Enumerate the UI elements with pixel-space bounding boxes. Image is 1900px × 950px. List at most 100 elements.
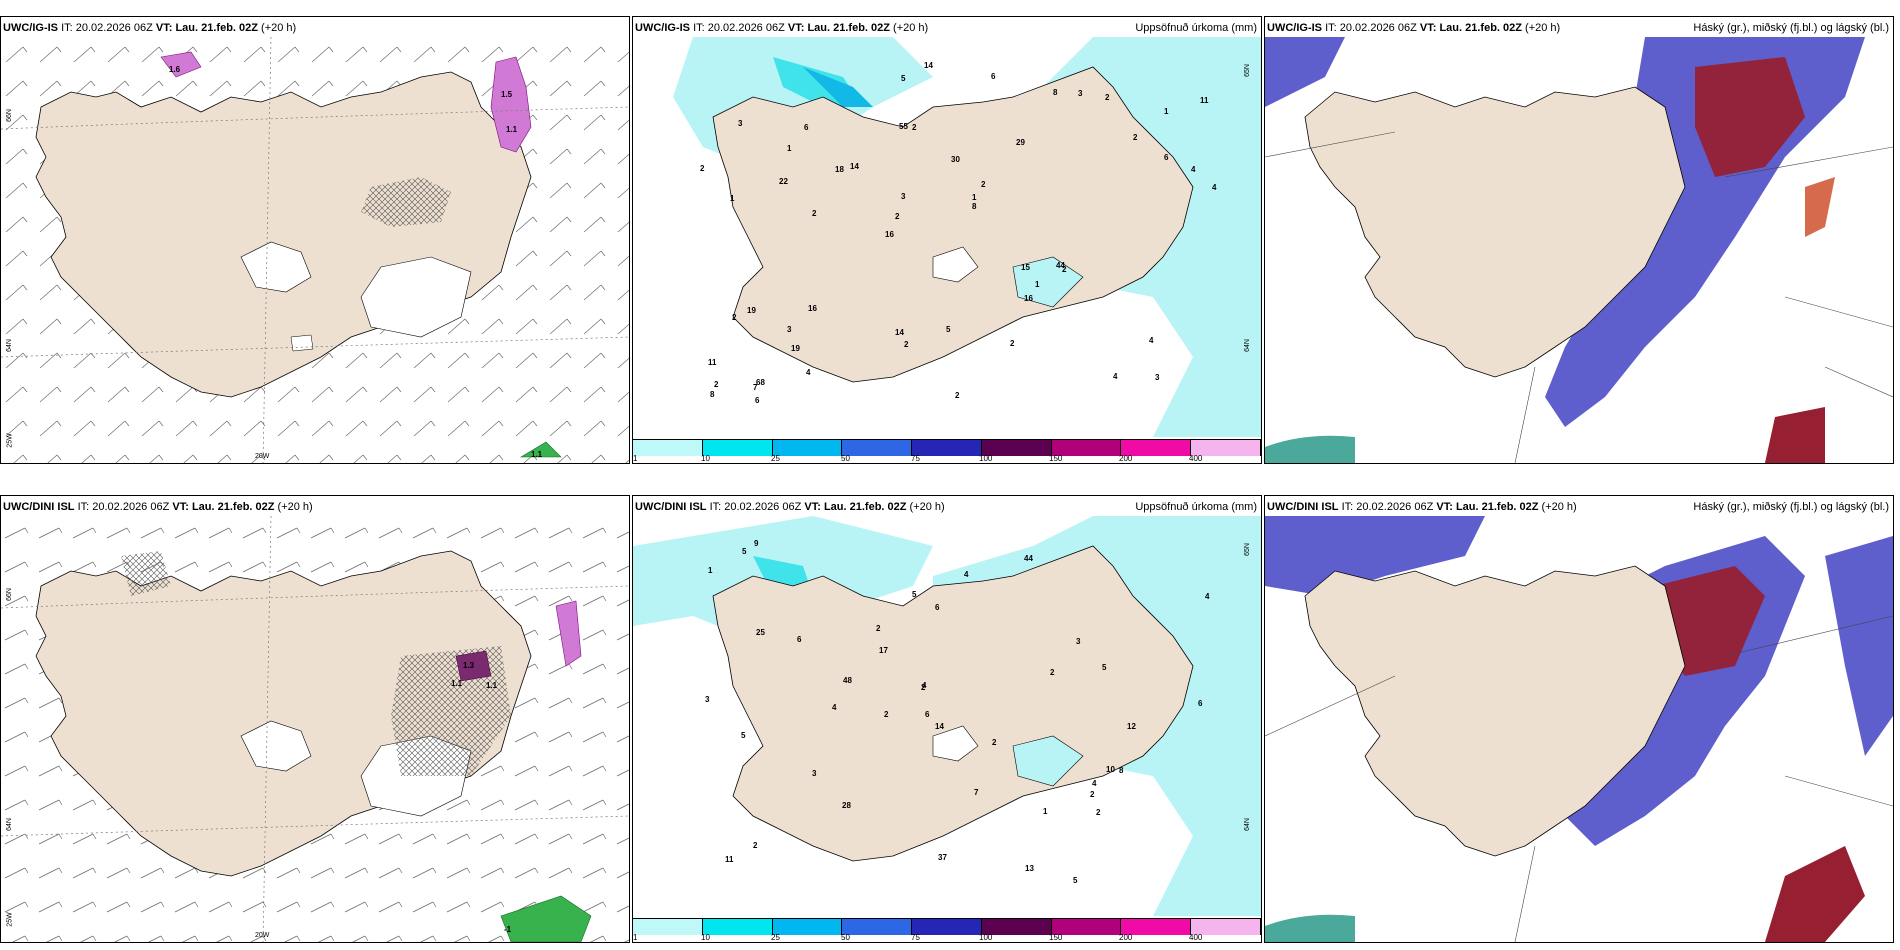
precip-value: 16 <box>808 304 817 313</box>
wind-label: 1.1 <box>506 125 518 134</box>
precip-value: 6 <box>1198 699 1203 708</box>
precip-value: 2 <box>895 212 900 221</box>
lat-label: 64N <box>1243 339 1251 352</box>
panel-header: UWC/DINI ISL IT: 20.02.2026 06Z VT: Lau.… <box>3 501 313 513</box>
precip-value: 19 <box>791 344 800 353</box>
precip-value: 2 <box>981 180 986 189</box>
precip-value: 2 <box>876 624 881 633</box>
precip-value: 17 <box>879 646 888 655</box>
legend-tick: 50 <box>841 454 850 463</box>
legend-tick: 1 <box>633 933 638 942</box>
panel-header: UWC/IG-IS IT: 20.02.2026 06Z VT: Lau. 21… <box>3 22 297 34</box>
precip-value: 11 <box>708 358 717 367</box>
precip-value: 2 <box>1090 790 1095 799</box>
precip-value: 6 <box>925 710 930 719</box>
precip-value: 2 <box>1133 133 1138 142</box>
precip-value: 3 <box>787 325 792 334</box>
precip-value: 1 <box>1043 807 1048 816</box>
precip-value: 5 <box>741 731 746 740</box>
precip-value: 2 <box>700 164 705 173</box>
legend-tick: 75 <box>911 454 920 463</box>
precip-value: 44 <box>1056 261 1065 270</box>
precip-value: 3 <box>901 192 906 201</box>
precip-value: 30 <box>951 155 960 164</box>
precip-value: 18 <box>835 165 844 174</box>
precip-value: 19 <box>747 306 756 315</box>
panel-dini-precip: UWC/DINI ISL IT: 20.02.2026 06Z VT: Lau.… <box>632 495 1262 943</box>
precip-value: 14 <box>895 328 904 337</box>
lon-label: 20W <box>255 453 270 460</box>
precip-value: 10 <box>1106 765 1115 774</box>
legend-tick: 400 <box>1189 933 1203 942</box>
precip-value: 2 <box>955 391 960 400</box>
precip-value: 5 <box>1102 663 1107 672</box>
precip-value: 13 <box>1025 864 1034 873</box>
precip-value: 4 <box>922 681 927 690</box>
precip-value: 1 <box>1164 107 1169 116</box>
precip-value: 14 <box>850 162 859 171</box>
precip-value: 15 <box>1021 263 1030 272</box>
precip-value: 37 <box>938 853 947 862</box>
precip-value: 16 <box>885 230 894 239</box>
legend-colorbar <box>633 918 1261 935</box>
precip-value: 2 <box>753 841 758 850</box>
precip-value: 2 <box>1096 808 1101 817</box>
panel-dini-clouds: UWC/DINI ISL IT: 20.02.2026 06Z VT: Lau.… <box>1264 495 1894 943</box>
precip-value: 44 <box>1024 554 1033 563</box>
panel-igis-clouds: UWC/IG-IS IT: 20.02.2026 06Z VT: Lau. 21… <box>1264 16 1894 464</box>
precip-value: 48 <box>843 676 852 685</box>
map-title: Háský (gr.), miðský (fj.bl.) og lágský (… <box>1693 501 1889 513</box>
precip-value: 6 <box>797 635 802 644</box>
lat-label: 66N <box>5 109 13 122</box>
wind-label: 1.1 <box>486 681 498 690</box>
precip-value: 8 <box>1119 766 1124 775</box>
precip-value: 5 <box>901 74 906 83</box>
panel-header: UWC/IG-IS IT: 20.02.2026 06Z VT: Lau. 21… <box>1267 22 1889 34</box>
precip-value: 2 <box>812 209 817 218</box>
wind-map: 1.6 1.5 1.1 1.1 <box>1 37 629 463</box>
lat-label: 65N <box>1243 543 1251 556</box>
precip-value: 9 <box>754 539 759 548</box>
precip-value: 6 <box>804 123 809 132</box>
precip-value: 1 <box>787 144 792 153</box>
precip-value: 4 <box>806 368 811 377</box>
precip-value: 3 <box>1078 89 1083 98</box>
precip-value: 8 <box>972 202 977 211</box>
precip-values: 4217484413422101112655894463137252814655… <box>705 539 1210 885</box>
precip-value: 4 <box>964 570 969 579</box>
precip-value: 4 <box>1205 592 1210 601</box>
lat-label: 66N <box>5 588 13 601</box>
precip-map: 4 2 17 48 44 13 4 2 2 10 11 12 6 5 5 8 9 4 4 6 3 1 37 25 28 14 6 5 5… <box>633 516 1261 942</box>
precip-value: 3 <box>1155 373 1160 382</box>
precip-value: 3 <box>705 695 710 704</box>
precip-value: 1 <box>708 566 713 575</box>
panel-igis-precip: UWC/IG-IS IT: 20.02.2026 06Z VT: Lau. 21… <box>632 16 1262 464</box>
precip-value: 4 <box>1212 183 1217 192</box>
precip-value: 2 <box>921 683 926 692</box>
legend-tick: 25 <box>771 454 780 463</box>
precip-value: 8 <box>710 390 715 399</box>
lat-label: 64N <box>5 818 13 831</box>
precip-value: 7 <box>753 383 758 392</box>
precip-value: 2 <box>732 313 737 322</box>
legend-tick: 50 <box>841 933 850 942</box>
precip-value: 11 <box>1200 96 1209 105</box>
legend-tick: 1 <box>633 454 638 463</box>
legend-tick: 100 <box>979 933 993 942</box>
legend-tick: 400 <box>1189 454 1203 463</box>
legend-tick: 200 <box>1119 933 1133 942</box>
legend-tick: 25 <box>771 933 780 942</box>
precip-value: 6 <box>1164 153 1169 162</box>
precip-value: 1 <box>1035 280 1040 289</box>
lon-label: 25W <box>6 912 14 927</box>
precip-value: 28 <box>842 801 851 810</box>
lat-label: 64N <box>5 339 13 352</box>
legend-tick: 200 <box>1119 454 1133 463</box>
panel-header: UWC/DINI ISL IT: 20.02.2026 06Z VT: Lau.… <box>635 501 1257 513</box>
legend-tick: 150 <box>1049 454 1063 463</box>
precip-value: 25 <box>756 628 765 637</box>
wind-label: -1 <box>504 925 512 934</box>
precip-value: 4 <box>1092 779 1097 788</box>
precip-value: 55 <box>899 122 908 131</box>
precip-value: 2 <box>1105 93 1110 102</box>
